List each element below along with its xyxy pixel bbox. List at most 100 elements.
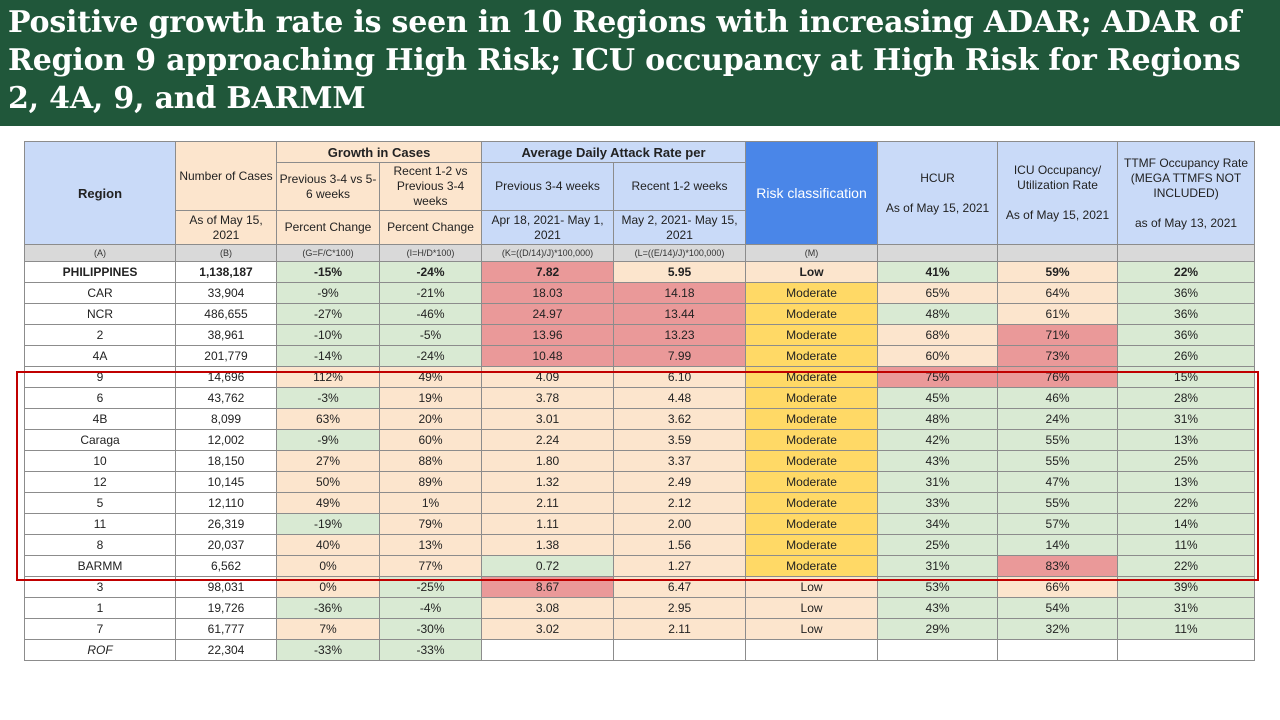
cell-ttmf: 22% — [1117, 261, 1256, 283]
formula-cell — [997, 244, 1119, 262]
cell-cases: 38,961 — [175, 324, 277, 346]
cell-hcur — [877, 639, 999, 661]
region-row: 8 20,037 40% 13% 1.38 1.56 Moderate 25% 14% 11% — [24, 534, 1256, 556]
cell-ttmf: 39% — [1117, 576, 1256, 598]
cell-adar-recent — [613, 639, 747, 661]
header-adar-prev: Previous 3-4 weeks — [481, 162, 615, 211]
cell-ttmf: 15% — [1117, 366, 1256, 388]
formula-cell — [877, 244, 999, 262]
cell-cases: 10,145 — [175, 471, 277, 493]
cell-adar-recent: 14.18 — [613, 282, 747, 304]
cell-ttmf: 22% — [1117, 492, 1256, 514]
table-header: Region Number of Cases Growth in Cases A… — [24, 141, 1256, 245]
cell-growth-prev: -27% — [276, 303, 380, 325]
cell-risk: Moderate — [745, 492, 879, 514]
cell-region: ROF — [24, 639, 176, 661]
cell-cases: 43,762 — [175, 387, 277, 409]
cell-ttmf: 11% — [1117, 534, 1256, 556]
cell-adar-prev: 24.97 — [481, 303, 615, 325]
slide-title: Positive growth rate is seen in 10 Regio… — [8, 5, 1242, 116]
cell-growth-recent: -5% — [378, 324, 483, 346]
cell-adar-recent: 3.59 — [613, 429, 747, 451]
header-adar-prev-dates: Apr 18, 2021- May 1, 2021 — [481, 210, 615, 245]
cell-cases: 20,037 — [175, 534, 277, 556]
cell-growth-prev: -9% — [276, 282, 380, 304]
cell-icu: 54% — [997, 597, 1119, 619]
cell-icu: 64% — [997, 282, 1119, 304]
cell-region: 7 — [24, 618, 176, 640]
cell-hcur: 42% — [877, 429, 999, 451]
cell-growth-recent: -24% — [378, 261, 483, 283]
cell-region: BARMM — [24, 555, 176, 577]
header-ttmf: TTMF Occupancy Rate (MEGA TTMFS NOT INCL… — [1117, 141, 1256, 245]
cell-cases: 1,138,187 — [175, 261, 277, 283]
cell-ttmf: 26% — [1117, 345, 1256, 367]
cell-adar-prev: 3.01 — [481, 408, 615, 430]
cell-icu: 61% — [997, 303, 1119, 325]
cell-risk: Low — [745, 618, 879, 640]
cell-cases: 33,904 — [175, 282, 277, 304]
header-growth-prev: Previous 3-4 vs 5-6 weeks — [276, 162, 380, 211]
cell-adar-recent: 13.23 — [613, 324, 747, 346]
region-row: 4A 201,779 -14% -24% 10.48 7.99 Moderate 60% 73%… — [24, 345, 1256, 367]
cell-growth-prev: -36% — [276, 597, 380, 619]
header-adar: Average Daily Attack Rate per — [481, 141, 747, 163]
title-banner: Positive growth rate is seen in 10 Regio… — [0, 0, 1280, 126]
cell-growth-prev: -19% — [276, 513, 380, 535]
cell-adar-recent: 5.95 — [613, 261, 747, 283]
header-hcur-label: HCUR — [920, 170, 955, 185]
cell-region: 4B — [24, 408, 176, 430]
cell-cases: 18,150 — [175, 450, 277, 472]
cell-risk: Low — [745, 261, 879, 283]
cell-growth-recent: 19% — [378, 387, 483, 409]
cell-ttmf: 31% — [1117, 408, 1256, 430]
cell-region: CAR — [24, 282, 176, 304]
cell-adar-prev: 8.67 — [481, 576, 615, 598]
cell-risk: Moderate — [745, 429, 879, 451]
header-ttmf-date: as of May 13, 2021 — [1134, 215, 1238, 230]
cell-adar-prev: 3.08 — [481, 597, 615, 619]
cell-region: 1 — [24, 597, 176, 619]
region-row: CAR 33,904 -9% -21% 18.03 14.18 Moderate 65% 64%… — [24, 282, 1256, 304]
cell-risk: Moderate — [745, 471, 879, 493]
cell-region: PHILIPPINES — [24, 261, 176, 283]
region-row: BARMM 6,562 0% 77% 0.72 1.27 Moderate 31% 83% 22% — [24, 555, 1256, 577]
cell-growth-recent: 88% — [378, 450, 483, 472]
cell-growth-prev: 27% — [276, 450, 380, 472]
cell-growth-prev: -14% — [276, 345, 380, 367]
cell-ttmf: 36% — [1117, 303, 1256, 325]
cell-icu: 24% — [997, 408, 1119, 430]
region-row: 5 12,110 49% 1% 2.11 2.12 Moderate 33% 55% 22% — [24, 492, 1256, 514]
cell-adar-recent: 1.56 — [613, 534, 747, 556]
cell-adar-prev: 7.82 — [481, 261, 615, 283]
header-icu: ICU Occupancy/ Utilization Rate As of Ma… — [997, 141, 1119, 245]
cell-adar-prev: 1.11 — [481, 513, 615, 535]
cell-risk: Moderate — [745, 513, 879, 535]
cell-ttmf — [1117, 639, 1256, 661]
cell-adar-recent: 2.95 — [613, 597, 747, 619]
cell-icu: 32% — [997, 618, 1119, 640]
cell-growth-recent: 89% — [378, 471, 483, 493]
regional-risk-table: Region Number of Cases Growth in Cases A… — [24, 141, 1256, 661]
risk-table-container: Region Number of Cases Growth in Cases A… — [24, 141, 1256, 661]
cell-growth-recent: 1% — [378, 492, 483, 514]
cell-growth-prev: -33% — [276, 639, 380, 661]
cell-cases: 98,031 — [175, 576, 277, 598]
cell-adar-prev — [481, 639, 615, 661]
cell-region: 3 — [24, 576, 176, 598]
cell-region: 11 — [24, 513, 176, 535]
formula-row: (A) (B) (G=F/C*100) (I=H/D*100) (K=((D/1… — [24, 244, 1256, 262]
cell-ttmf: 25% — [1117, 450, 1256, 472]
cell-risk: Moderate — [745, 303, 879, 325]
cell-region: 12 — [24, 471, 176, 493]
cell-icu: 59% — [997, 261, 1119, 283]
cell-growth-recent: 77% — [378, 555, 483, 577]
cell-growth-prev: 50% — [276, 471, 380, 493]
cell-adar-recent: 6.10 — [613, 366, 747, 388]
cell-ttmf: 11% — [1117, 618, 1256, 640]
philippines-row: PHILIPPINES 1,138,187 -15% -24% 7.82 5.95 Low 4… — [24, 261, 1256, 283]
header-icu-date: As of May 15, 2021 — [1005, 208, 1110, 222]
cell-adar-recent: 3.62 — [613, 408, 747, 430]
header-adar-recent: Recent 1-2 weeks — [613, 162, 747, 211]
cell-cases: 26,319 — [175, 513, 277, 535]
